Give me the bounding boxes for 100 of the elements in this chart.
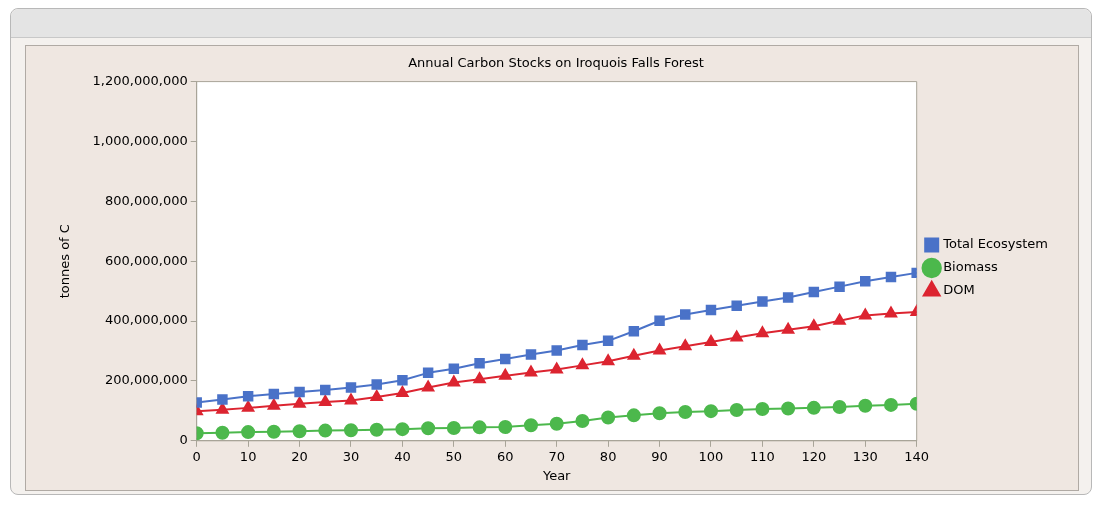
x-tick-label: 20 [291,448,308,464]
point [267,398,281,410]
point [369,422,384,437]
point [755,402,770,417]
point [653,343,666,355]
point [268,388,280,400]
point [806,400,821,415]
point [703,404,718,419]
point [499,368,512,380]
point [343,423,358,438]
legend-label: DOM [943,282,975,298]
point [472,420,487,435]
point [859,308,872,320]
y-tick-label: 200,000,000 [104,372,188,388]
legend-label: Total Ecosystem [942,236,1049,252]
point [808,286,820,298]
point [551,345,562,356]
point [782,292,794,303]
point [241,400,255,412]
point [371,379,382,390]
point [652,406,667,421]
point [885,271,897,283]
point [525,349,537,360]
point [320,384,331,396]
point [473,372,486,384]
point [577,339,588,351]
y-tick-label: 600,000,000 [104,252,188,268]
point [345,382,357,393]
point [756,326,769,338]
x-axis-title: Year [541,467,572,483]
point [396,385,409,397]
point [318,423,333,438]
point [422,367,434,379]
point [421,421,436,436]
point [500,353,511,365]
point [397,375,408,386]
point [654,315,665,327]
point [421,380,435,392]
point [627,348,641,360]
y-axis-title: tonnes of C [57,224,73,299]
x-tick-label: 110 [750,448,775,464]
point [601,354,615,366]
point [704,335,718,347]
x-tick-label: 40 [394,448,411,464]
point [807,319,821,331]
legend-label: Biomass [943,259,999,275]
point [834,281,845,292]
point [241,425,256,440]
point [575,414,590,429]
point [729,402,744,417]
x-tick-label: 130 [852,448,878,464]
y-tick-label: 1,200,000,000 [92,72,188,88]
point [217,394,228,405]
point [550,362,563,374]
point [344,393,358,405]
point [292,424,307,439]
point [549,416,564,431]
point [833,313,846,325]
point [448,363,460,374]
point [215,425,230,440]
point [705,304,717,316]
x-tick-label: 120 [801,448,827,464]
point [498,420,513,435]
point [626,408,641,423]
point [730,330,743,342]
point [884,306,898,318]
x-tick-label: 10 [239,448,257,464]
x-tick-label: 0 [192,448,201,464]
point [781,401,796,416]
x-tick-label: 50 [445,448,463,464]
x-tick-label: 90 [651,448,668,464]
point [883,397,898,412]
point [628,326,640,337]
x-tick-label: 80 [599,448,617,464]
point [679,339,692,351]
point [602,335,614,347]
point [678,405,693,420]
window-frame: Year tonnes of C Total Ecosystem Biomass DOM Annual Carbon Stocks on Iroquois Falls Forest 0 10 20 30 40 50 60 70 80 90 100 110 120 130 140 0 200,000,000 400,000,000 600,000,000 800,000,000 1,000,000,000 1,200,000,000 [10,8,1092,495]
point [781,322,795,334]
x-tick-label: 140 [904,448,930,464]
point [293,396,306,408]
point [370,390,383,402]
y-tick-label: 400,000,000 [104,312,188,328]
point [266,424,281,439]
point [576,358,589,370]
x-tick-label: 70 [548,448,565,464]
point [474,358,485,369]
point [757,296,768,307]
y-tick-label: 800,000,000 [104,192,188,208]
point [832,399,847,414]
y-tick-label: 0 [179,432,188,448]
point [319,394,332,406]
point [446,420,461,435]
chart-title: Annual Carbon Stocks on Iroquois Falls Forest [408,55,704,71]
y-tick-label: 1,000,000,000 [92,132,188,148]
point [523,418,538,433]
x-tick-label: 60 [497,448,514,464]
point [395,422,410,437]
point [447,375,461,387]
point [242,390,254,402]
